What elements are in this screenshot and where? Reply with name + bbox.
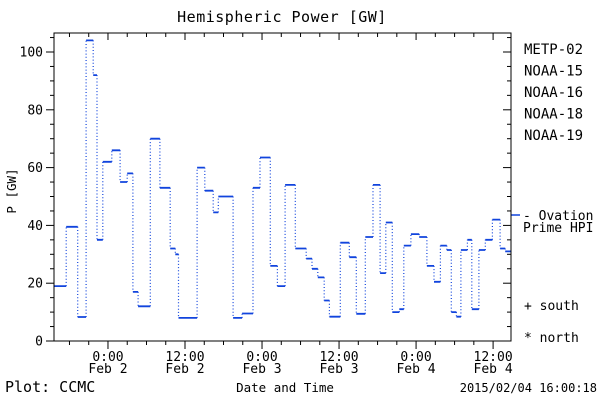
legend-item-metp-02: METP-02 [524,42,583,58]
plot-timestamp: 2015/02/04 16:00:18 [460,381,597,395]
svg-text:Feb 3: Feb 3 [319,362,358,377]
svg-text:0:00: 0:00 [400,350,431,365]
svg-text:Feb 4: Feb 4 [396,362,435,377]
svg-text:12:00: 12:00 [474,350,513,365]
x-axis-label: Date and Time [236,380,334,395]
svg-text:40: 40 [27,219,43,234]
legend-item-noaa-19: NOAA-19 [524,128,583,144]
north-marker-label: * north [524,331,579,346]
svg-text:20: 20 [27,277,43,292]
svg-text:12:00: 12:00 [165,350,204,365]
legend-item-noaa-15: NOAA-15 [524,64,583,80]
south-marker-label: + south [524,299,579,314]
hpi-step-curve [54,39,520,319]
hpi-vertical-connectors [65,40,506,318]
svg-text:Feb 2: Feb 2 [88,362,127,377]
axis-ticks [46,33,511,349]
plot-credit: Plot: CCMC [5,378,95,396]
hpi-horizontal-segments [54,39,511,319]
svg-text:12:00: 12:00 [319,350,358,365]
svg-text:100: 100 [20,46,43,61]
svg-text:0:00: 0:00 [92,350,123,365]
series-label-ovation-line1: - Ovation [523,209,593,224]
svg-text:0:00: 0:00 [246,350,277,365]
svg-text:60: 60 [27,161,43,176]
svg-text:80: 80 [27,103,43,118]
plot-frame [53,32,512,342]
y-axis-label: P [GW] [4,168,19,213]
svg-text:0: 0 [35,335,43,350]
svg-text:Feb 2: Feb 2 [165,362,204,377]
chart-title: Hemispheric Power [GW] [177,8,387,26]
legend-item-noaa-16: NOAA-16 [524,85,583,101]
legend-item-noaa-18: NOAA-18 [524,107,583,123]
svg-text:Feb 3: Feb 3 [242,362,281,377]
series-label-ovation-line2: Prime HPI [523,221,593,236]
svg-text:Feb 4: Feb 4 [474,362,513,377]
